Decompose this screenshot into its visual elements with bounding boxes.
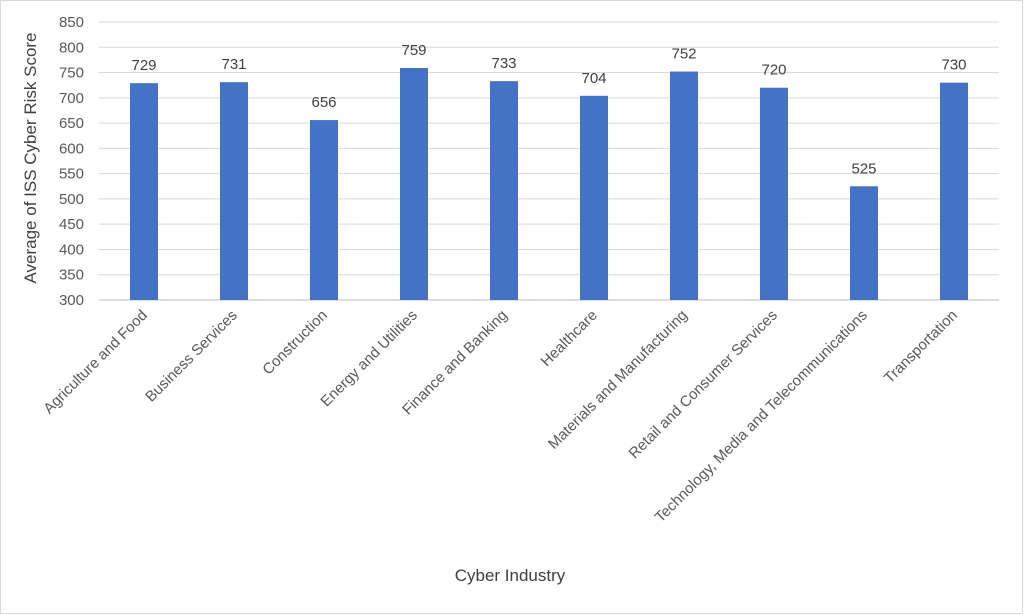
bar: [490, 81, 518, 300]
x-tick-label: Energy and Utilities: [317, 307, 420, 410]
y-axis-ticks: 300 350 400 450 500 550 600 650 700 750 800 850: [59, 14, 84, 309]
data-label: 731: [221, 56, 246, 73]
y-tick-label: 350: [59, 267, 84, 284]
bar: [130, 83, 158, 300]
bar: [760, 87, 788, 300]
y-tick-label: 800: [59, 39, 84, 56]
data-label: 759: [401, 42, 426, 59]
bar: [580, 95, 608, 301]
y-tick-label: 750: [59, 65, 84, 82]
x-tick-label: Transportation: [881, 307, 961, 387]
y-tick-label: 700: [59, 90, 84, 107]
x-tick-label: Business Services: [142, 307, 241, 406]
x-tick-label: Agriculture and Food: [40, 307, 150, 417]
bar: [670, 71, 698, 300]
x-tick-label: Healthcare: [538, 307, 601, 370]
x-tick-label: Technology, Media and Telecommunications: [652, 307, 871, 526]
bar: [850, 186, 878, 300]
y-tick-label: 400: [59, 241, 84, 258]
gridlines: [99, 21, 999, 301]
bar: [310, 120, 338, 300]
data-labels: 729 731 656 759 733 704 752 720 525 730: [131, 42, 966, 177]
bar: [940, 82, 968, 301]
y-tick-label: 650: [59, 115, 84, 132]
y-axis-title: Average of ISS Cyber Risk Score: [21, 32, 40, 283]
x-tick-label: Retail and Consumer Services: [626, 307, 781, 462]
data-label: 752: [671, 46, 696, 63]
x-tick-label: Construction: [259, 307, 331, 379]
data-label: 720: [761, 62, 786, 79]
bar: [220, 82, 248, 300]
data-label: 730: [941, 57, 966, 74]
data-label: 525: [851, 160, 876, 177]
data-label: 704: [581, 70, 606, 87]
y-tick-label: 500: [59, 191, 84, 208]
y-tick-label: 550: [59, 166, 84, 183]
y-tick-label: 850: [59, 14, 84, 31]
y-tick-label: 600: [59, 140, 84, 157]
y-tick-label: 300: [59, 292, 84, 309]
data-label: 729: [131, 57, 156, 74]
bars: [130, 67, 968, 301]
y-tick-label: 450: [59, 216, 84, 233]
x-axis-title: Cyber Industry: [455, 566, 566, 585]
data-label: 733: [491, 55, 516, 72]
bar: [400, 67, 428, 300]
data-label: 656: [311, 94, 336, 111]
